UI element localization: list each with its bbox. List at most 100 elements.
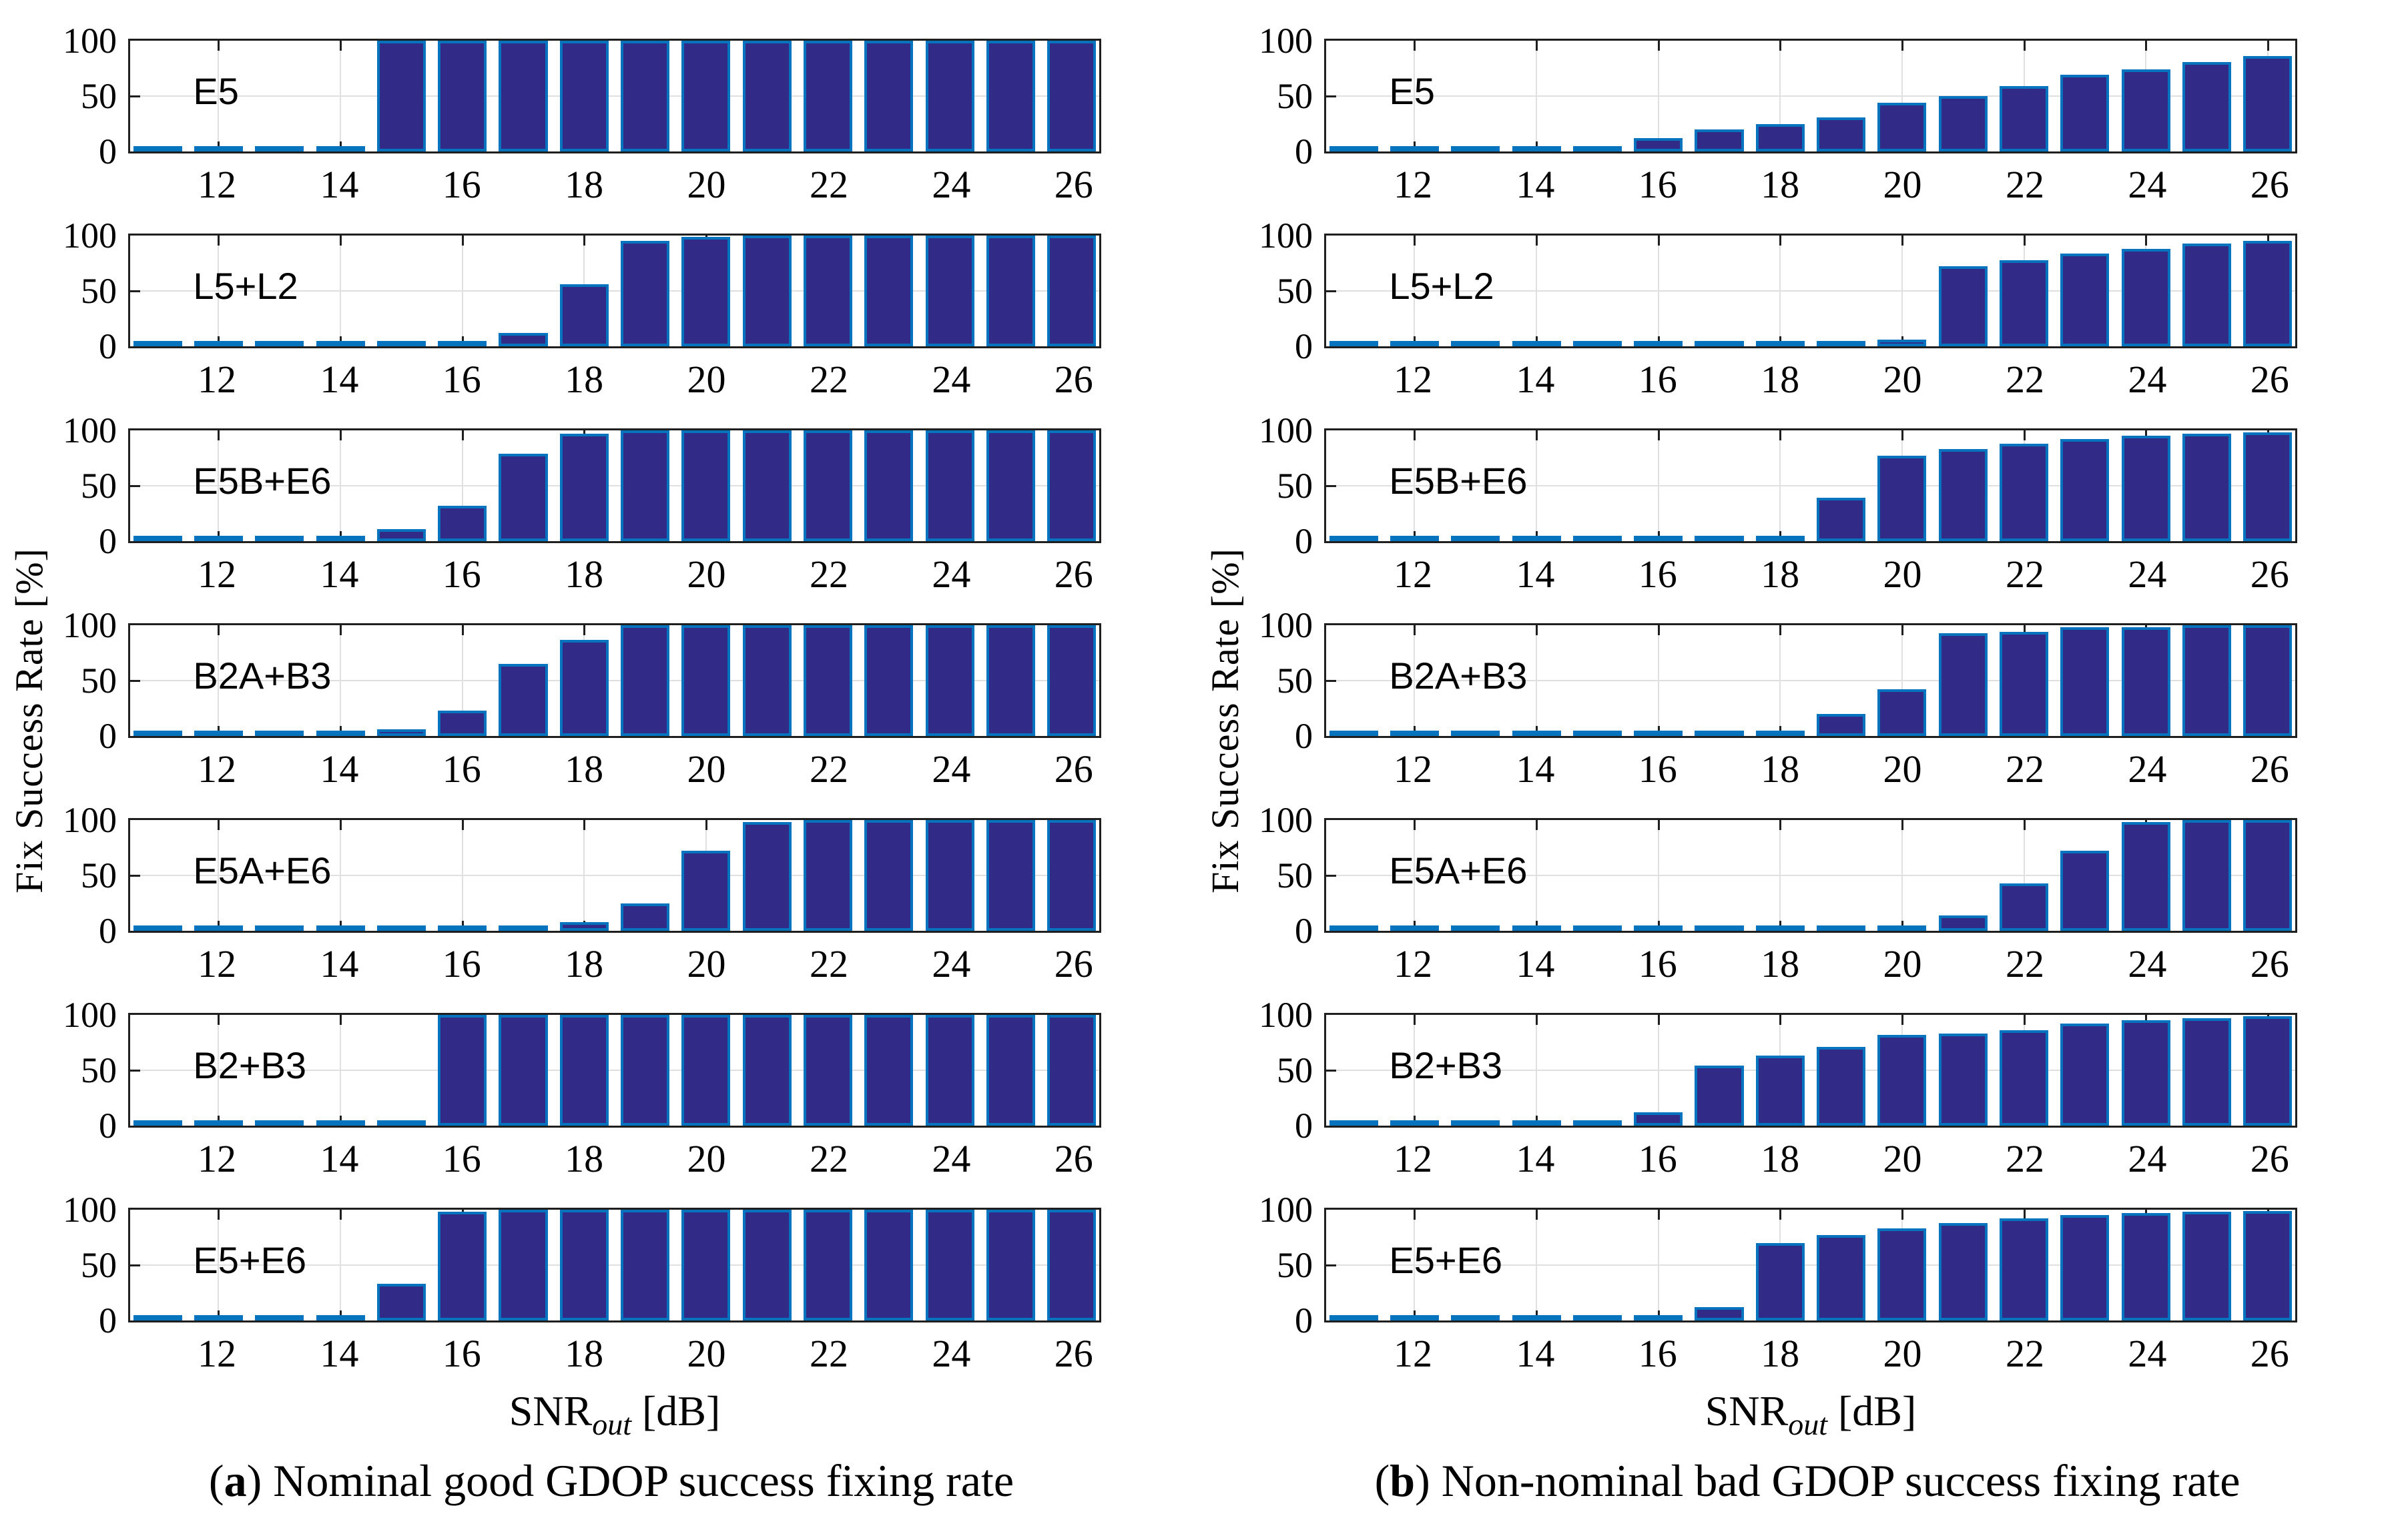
- bar-snr-15: [1572, 925, 1622, 931]
- y-tick-label: 50: [81, 1050, 117, 1090]
- bar-snr-17: [1695, 1066, 1744, 1126]
- bar-snr-17: [1695, 925, 1744, 931]
- x-tick-label: 20: [1883, 942, 1922, 986]
- plot-area: E5B+E6 0 50 100: [63, 412, 1101, 559]
- x-tick-label: 22: [2005, 163, 2044, 206]
- x-axis-label: SNRout [dB]: [128, 1387, 1101, 1442]
- bar-snr-17: [499, 41, 548, 151]
- y-tick-mark: [1326, 680, 1336, 682]
- plot-area: E5A+E6 0 50 100: [1259, 802, 2297, 949]
- x-tick-label: 26: [1054, 1137, 1093, 1180]
- bar-snr-19: [1817, 1047, 1866, 1126]
- bar-snr-18: [559, 284, 609, 346]
- x-tick-label: 24: [2128, 747, 2167, 791]
- bar-snr-17: [499, 333, 548, 346]
- subplot-l5+l2: L5+L2 0 50 100 12 14 16 18 20 22 24 26: [1259, 218, 2297, 428]
- bar-snr-20: [1877, 340, 1927, 346]
- x-axis-label-sub: out: [592, 1407, 631, 1441]
- bar-snr-24: [925, 41, 974, 151]
- bar-snr-17: [499, 453, 548, 541]
- x-tick-label: 14: [320, 358, 359, 401]
- bar-snr-13: [255, 536, 304, 541]
- bar-snr-17: [499, 925, 548, 931]
- bar-snr-19: [1817, 713, 1866, 736]
- bar-snr-26: [2243, 1016, 2293, 1126]
- caption-b-close: ): [1415, 1455, 1442, 1506]
- panel-label: E5A+E6: [1389, 849, 1528, 892]
- bar-snr-12: [1390, 341, 1439, 346]
- plot-area: E5 0 50 100: [63, 23, 1101, 169]
- subplot-b2+b3: B2+B3 0 50 100 12 14 16 18 20 22 24 26: [63, 997, 1101, 1208]
- bar-snr-12: [1390, 1120, 1439, 1126]
- bar-snr-11: [133, 341, 182, 346]
- bar-snr-13: [1451, 536, 1500, 541]
- bar-snr-16: [438, 925, 487, 931]
- x-tick-mark: [461, 430, 464, 440]
- bar-snr-18: [1755, 123, 1805, 151]
- y-tick-label: 0: [99, 1300, 117, 1340]
- bar-snr-18: [1755, 925, 1805, 931]
- bar-snr-12: [194, 536, 243, 541]
- caption-b-letter: b: [1390, 1455, 1416, 1506]
- y-tick-label: 0: [1295, 131, 1313, 171]
- bar-snr-23: [2060, 1024, 2110, 1126]
- x-tick-label: 18: [565, 358, 604, 401]
- subplot-stack: E5 0 50 100 12 14 16 18 20 22 24 26 L5+L2 0 50 100 12 14 1…: [1259, 23, 2297, 1403]
- bar-snr-25: [986, 236, 1036, 346]
- bar-snr-14: [316, 1315, 365, 1320]
- x-tick-label: 12: [1393, 747, 1432, 791]
- bar-snr-23: [864, 820, 914, 931]
- x-tick-label: 12: [197, 1332, 236, 1375]
- bar-snr-25: [2182, 243, 2232, 346]
- bar-snr-11: [133, 925, 182, 931]
- bar-snr-21: [1938, 915, 1988, 931]
- x-tick-label: 14: [320, 163, 359, 206]
- x-tick-label: 18: [1761, 1137, 1800, 1180]
- y-tick-label: 50: [81, 466, 117, 506]
- y-tick-mark: [1326, 485, 1336, 487]
- x-tick-label: 12: [1393, 163, 1432, 206]
- bar-snr-16: [1634, 1314, 1683, 1320]
- bar-snr-13: [1451, 925, 1500, 931]
- bar-snr-11: [1329, 1120, 1378, 1126]
- x-tick-mark: [218, 236, 220, 246]
- panel-label: B2A+B3: [193, 655, 332, 697]
- x-tick-mark: [1414, 1210, 1416, 1220]
- bar-snr-12: [194, 925, 243, 931]
- bar-snr-17: [499, 1210, 548, 1320]
- x-tick-label: 12: [1393, 358, 1432, 401]
- bar-snr-16: [438, 41, 487, 151]
- x-tick-row: 12 14 16 18 20 22 24 26: [128, 933, 1101, 1013]
- x-tick-label: 20: [687, 552, 726, 596]
- bar-snr-13: [1451, 146, 1500, 151]
- bar-snr-16: [438, 710, 487, 736]
- x-tick-label: 20: [1883, 747, 1922, 791]
- x-tick-label: 20: [687, 358, 726, 401]
- bar-snr-16: [1634, 1112, 1683, 1126]
- x-tick-row: 12 14 16 18 20 22 24 26: [1324, 1322, 2297, 1403]
- y-tick-label: 50: [1277, 466, 1313, 506]
- bar-snr-15: [1572, 341, 1622, 346]
- bar-snr-13: [1451, 1120, 1500, 1126]
- x-tick-label: 22: [809, 1137, 848, 1180]
- x-tick-mark: [2145, 1015, 2148, 1025]
- bar-snr-25: [986, 41, 1036, 151]
- bar-snr-21: [742, 236, 792, 346]
- x-tick-mark: [2023, 430, 2026, 440]
- x-tick-mark: [1901, 1210, 1903, 1220]
- bar-snr-14: [316, 1120, 365, 1126]
- bar-snr-26: [2243, 56, 2293, 151]
- y-tick-label: 50: [1277, 661, 1313, 701]
- bar-snr-24: [2121, 822, 2170, 931]
- bar-snr-24: [925, 820, 974, 931]
- panel-label: B2A+B3: [1389, 655, 1528, 697]
- y-tick-label: 100: [1259, 605, 1313, 645]
- x-tick-label: 14: [320, 942, 359, 986]
- x-tick-mark: [1901, 625, 1903, 635]
- bar-snr-15: [376, 925, 426, 931]
- caption-a-text: Nominal good GDOP success fixing rate: [273, 1455, 1014, 1506]
- x-tick-mark: [1779, 1015, 1782, 1025]
- horizontal-gridline-50: [130, 1264, 1099, 1266]
- x-axis-label-unit: [dB]: [1827, 1387, 1917, 1435]
- bar-snr-21: [742, 822, 792, 931]
